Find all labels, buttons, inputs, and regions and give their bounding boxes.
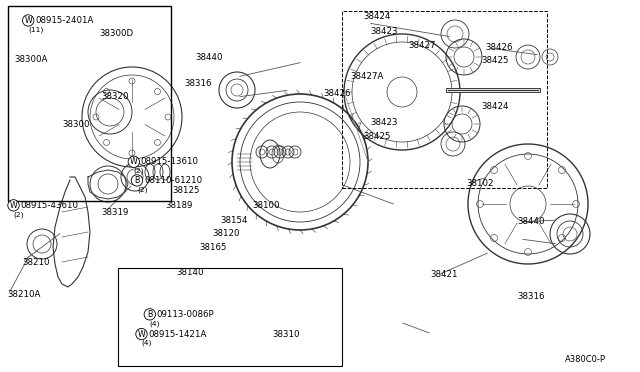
Text: 38320: 38320 — [101, 92, 129, 101]
Text: W: W — [138, 330, 145, 339]
Text: 38165: 38165 — [200, 243, 227, 252]
Text: 08915-1421A: 08915-1421A — [148, 330, 207, 339]
Text: (2): (2) — [13, 211, 24, 218]
Text: W: W — [10, 201, 17, 210]
Text: (4): (4) — [141, 340, 152, 346]
Text: 08915-2401A: 08915-2401A — [35, 16, 93, 25]
Text: 38125: 38125 — [173, 186, 200, 195]
Text: 38440: 38440 — [195, 53, 223, 62]
Text: (4): (4) — [150, 320, 160, 327]
Text: 38300: 38300 — [63, 120, 90, 129]
Text: 38425: 38425 — [364, 132, 391, 141]
Text: 38189: 38189 — [165, 201, 193, 210]
Text: 09113-0086P: 09113-0086P — [157, 310, 214, 319]
Bar — [8, 6, 171, 201]
Text: 38102: 38102 — [466, 179, 493, 187]
Text: 08110-61210: 08110-61210 — [144, 176, 202, 185]
Text: 38210: 38210 — [22, 258, 50, 267]
Text: (2): (2) — [134, 167, 145, 174]
Text: 08915-13610: 08915-13610 — [141, 157, 199, 166]
Text: 38154: 38154 — [221, 216, 248, 225]
Text: 38426: 38426 — [323, 89, 351, 98]
Text: 38140: 38140 — [176, 268, 204, 277]
Text: 38421: 38421 — [430, 270, 458, 279]
Bar — [342, 11, 547, 188]
Text: 38120: 38120 — [212, 229, 240, 238]
Text: 38425: 38425 — [481, 56, 509, 65]
Text: (2): (2) — [137, 186, 148, 193]
Text: 38427: 38427 — [408, 41, 436, 50]
Text: 38210A: 38210A — [8, 290, 41, 299]
Text: 38424: 38424 — [364, 12, 391, 21]
Text: 38100: 38100 — [253, 201, 280, 210]
Text: W: W — [130, 157, 138, 166]
Text: 38423: 38423 — [370, 118, 397, 126]
Text: 38310: 38310 — [272, 330, 300, 339]
Text: 38319: 38319 — [101, 208, 129, 217]
Text: 38440: 38440 — [517, 217, 545, 226]
Text: 38426: 38426 — [485, 43, 513, 52]
Text: A380C0-P: A380C0-P — [565, 356, 606, 365]
Bar — [118, 268, 342, 366]
Text: (11): (11) — [28, 26, 44, 33]
Text: 38300A: 38300A — [14, 55, 47, 64]
Text: 38300D: 38300D — [99, 29, 133, 38]
Text: 38424: 38424 — [481, 102, 509, 110]
Text: 38316: 38316 — [517, 292, 545, 301]
Text: 08915-43610: 08915-43610 — [20, 201, 79, 210]
Text: W: W — [24, 16, 32, 25]
Text: B: B — [147, 310, 152, 319]
Text: B: B — [134, 176, 140, 185]
Text: 38427A: 38427A — [351, 72, 384, 81]
Text: 38423: 38423 — [370, 27, 397, 36]
Text: 38316: 38316 — [184, 79, 212, 88]
